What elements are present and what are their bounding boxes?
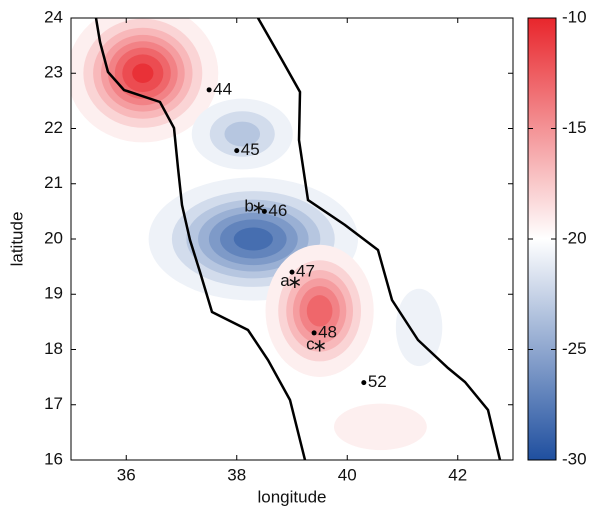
event-label: c — [306, 334, 315, 353]
colorbar-tick-label: -15 — [562, 118, 587, 137]
y-tick-label: 19 — [44, 284, 63, 303]
y-tick-label: 16 — [44, 449, 63, 468]
station — [234, 148, 240, 154]
contour-level — [233, 227, 273, 251]
contour-level — [224, 121, 261, 147]
contour-blob — [265, 244, 374, 377]
event-label: a — [280, 271, 290, 290]
x-axis-label: longitude — [257, 487, 326, 506]
y-tick-label: 23 — [44, 63, 63, 82]
event-marker: ∗ — [287, 272, 302, 292]
contour-blob — [191, 98, 293, 170]
event-marker: ∗ — [251, 198, 266, 218]
colorbar-tick-label: -30 — [562, 449, 587, 468]
station-label: 46 — [268, 201, 287, 220]
x-tick-label: 36 — [117, 465, 136, 484]
contour-field — [71, 18, 443, 451]
x-tick-label: 42 — [448, 465, 467, 484]
y-tick-label: 17 — [44, 394, 63, 413]
y-axis-label: latitude — [7, 212, 26, 267]
station — [289, 269, 295, 275]
station-label: 52 — [368, 372, 387, 391]
station-label: 47 — [296, 262, 315, 281]
y-tick-label: 22 — [44, 118, 63, 137]
y-tick-label: 20 — [44, 228, 63, 247]
contour-blob — [71, 18, 219, 143]
event-marker: ∗ — [312, 336, 327, 356]
colorbar-tick-label: -25 — [562, 339, 587, 358]
contour-blob — [395, 288, 443, 367]
contour-level — [306, 295, 333, 327]
y-tick-label: 21 — [44, 173, 63, 192]
y-tick-label: 24 — [44, 7, 63, 26]
contour-level — [132, 63, 154, 83]
station — [361, 380, 367, 386]
contour-level — [333, 403, 427, 451]
event-label: b — [244, 196, 253, 215]
colorbar-tick-label: -10 — [562, 7, 587, 26]
station-label: 45 — [241, 140, 260, 159]
station-label: 48 — [318, 322, 337, 341]
x-tick-label: 40 — [338, 465, 357, 484]
station — [206, 87, 212, 93]
station — [261, 208, 267, 214]
coastline-east — [256, 18, 502, 460]
contour-blob — [333, 403, 427, 451]
coastline-west — [94, 18, 307, 460]
x-tick-label: 38 — [227, 465, 246, 484]
coastlines — [94, 18, 502, 460]
colorbar-tick-label: -20 — [562, 228, 587, 247]
station — [311, 330, 317, 336]
y-tick-label: 18 — [44, 339, 63, 358]
station-label: 44 — [213, 79, 232, 98]
contour-level — [395, 288, 443, 367]
